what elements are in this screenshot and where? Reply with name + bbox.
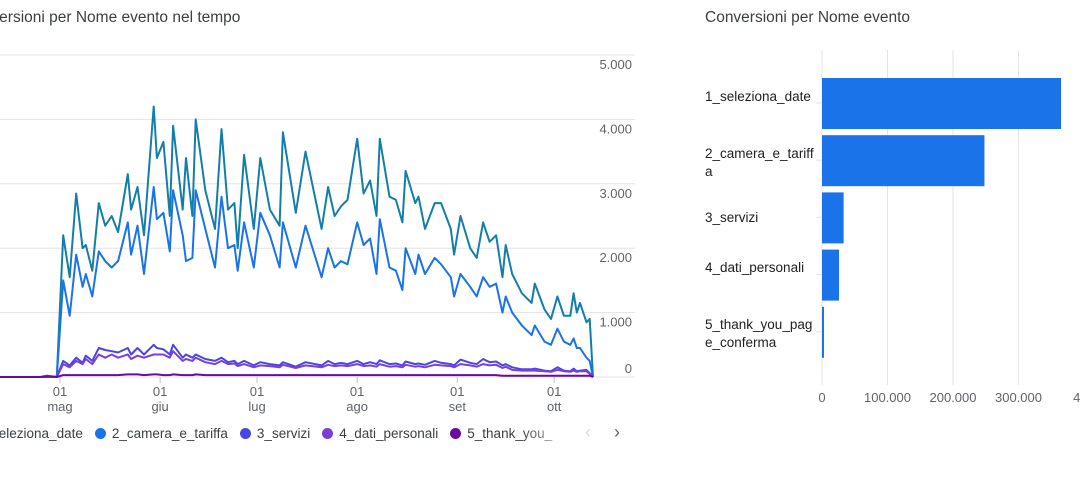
legend-label: 2_camera_e_tariffa [111,426,228,441]
legend-dot-icon [450,428,462,439]
y-tick-label: 1.000 [599,315,632,330]
y-tick-label: 4.000 [599,121,632,136]
chevron-right-icon[interactable]: › [614,422,620,442]
bar-3 [822,192,844,244]
legend-item-3[interactable]: 3_servizi [239,426,311,441]
y-tick-label: 5.000 [599,57,632,72]
x-tick-day: 01 [250,384,264,399]
x-tick-day: 01 [53,384,67,399]
bar-4 [822,249,840,301]
x-tick-month: mag [47,399,72,414]
line-chart-title: Conversioni per Nome evento nel tempo [0,9,241,26]
series-line-3 [0,343,594,378]
legend-dot-icon [94,428,106,439]
y-tick-label: 2.000 [599,250,632,265]
x-tick-month: lug [248,399,265,414]
bar-chart-title: Conversioni per Nome evento [705,9,911,26]
x-tick-month: giu [151,399,168,414]
legend-dot-icon [239,428,251,439]
series-line-1 [0,105,594,378]
legend-item-2[interactable]: 2_camera_e_tariffa [94,426,228,441]
y-tick-label: 0 [625,361,632,376]
legend-item-1[interactable]: 1_seleziona_date [0,426,83,441]
legend-fade [520,420,580,450]
legend-label: 1_seleziona_date [0,426,83,441]
bar-category-label: 3_servizi [705,210,759,225]
bar-category-label: 1_seleziona_date [705,89,811,104]
bar-2 [822,135,985,187]
legend-dot-icon [322,428,334,439]
x-tick-day: 01 [450,384,464,399]
legend-item-4[interactable]: 4_dati_personali [322,426,438,441]
line-chart-legend: 1_seleziona_date 2_camera_e_tariffa 3_se… [0,426,578,441]
x-tick-day: 01 [153,384,167,399]
bar-category-label: 4_dati_personali [705,260,805,275]
x-tick-day: 01 [350,384,364,399]
bar-5 [822,306,824,358]
charts-canvas: 01.0002.0003.0004.0005.00001mag01giu01lu… [0,50,1080,414]
legend-label: 4_dati_personali [339,426,439,441]
x-tick-month: ott [547,399,562,414]
x-tick-month: ago [346,399,368,414]
legend-label: 3_servizi [256,426,311,441]
x-tick-day: 01 [547,384,561,399]
chevron-left-icon[interactable]: ‹ [585,422,591,442]
bar-x-tick-label: 100.000 [864,390,911,405]
bar-1 [822,78,1062,129]
bar-category-label: 5_thank_you_page_conferma [705,317,813,350]
bar-x-tick-label: 400 [1073,390,1080,405]
series-line-2 [0,186,594,378]
bar-x-tick-label: 300.000 [995,390,1042,405]
x-tick-month: set [449,399,467,414]
bar-category-label: 2_camera_e_tariffa [705,146,814,179]
series-line-5 [0,373,594,378]
bar-x-tick-label: 0 [818,390,825,405]
series-line-4 [0,350,594,378]
y-tick-label: 3.000 [599,186,632,201]
bar-x-tick-label: 200.000 [930,390,977,405]
